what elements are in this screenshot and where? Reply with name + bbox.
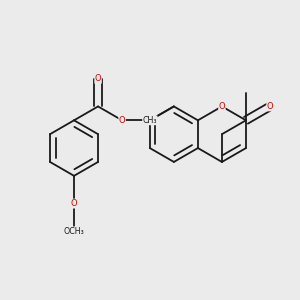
Text: O: O (95, 74, 101, 83)
Text: CH₃: CH₃ (142, 116, 157, 125)
Text: O: O (119, 116, 125, 125)
Text: O: O (267, 102, 273, 111)
Text: O: O (219, 102, 225, 111)
Text: OCH₃: OCH₃ (64, 227, 84, 236)
Text: O: O (71, 199, 77, 208)
